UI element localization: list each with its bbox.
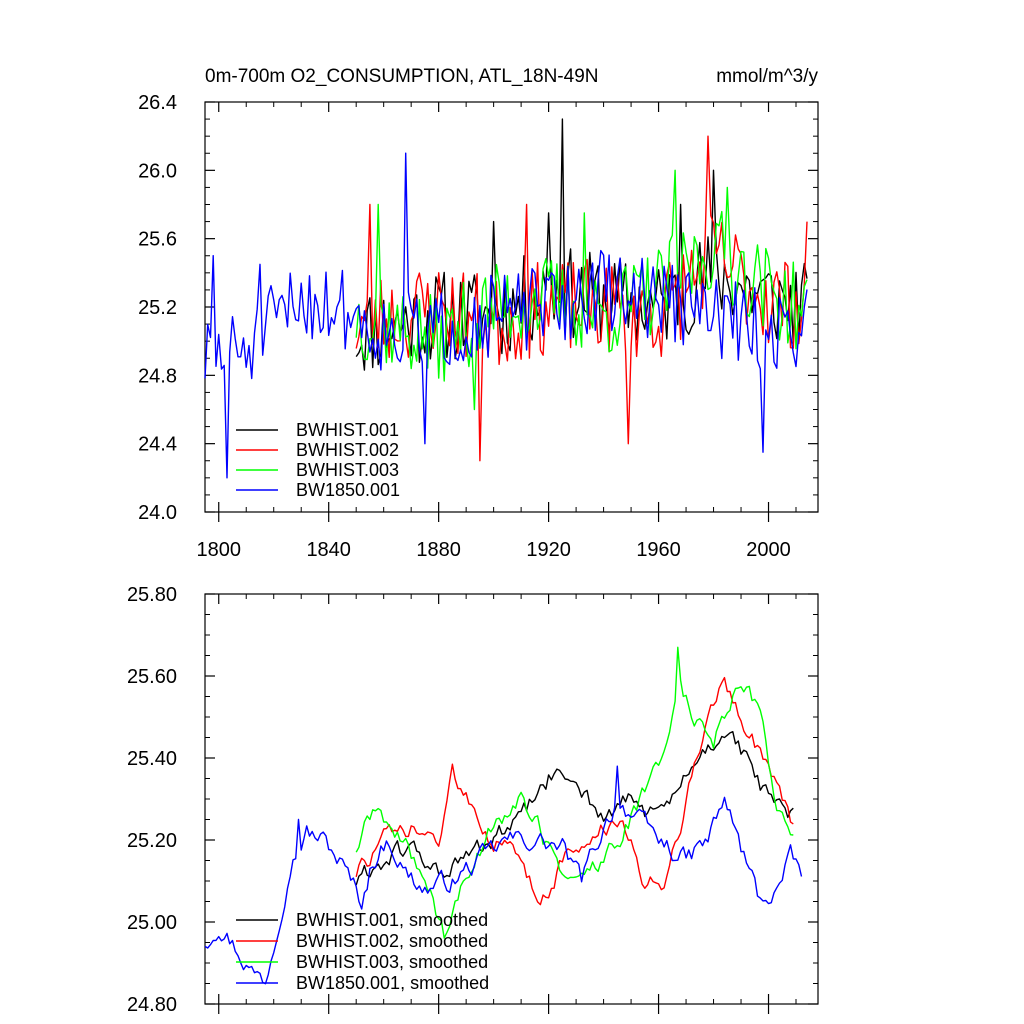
- series-line-bwhist-001-smoothed: [355, 731, 794, 886]
- axis-ticks: 1800 1840 1880 1920 1960 2000 24.0 24.4 24.8 25.2…: [138, 92, 818, 561]
- axis-ticks: 24.80 25.00 25.20 25.40 25.60 25.80: [127, 584, 818, 1016]
- y-tick-label: 25.00: [127, 912, 177, 934]
- x-tick-label: 1880: [416, 539, 461, 561]
- x-tick-label: 2000: [746, 539, 791, 561]
- series-line-bwhist-003: [355, 169, 808, 411]
- legend-label-bwhist-003: BWHIST.003: [296, 460, 399, 480]
- series-layer: [204, 646, 803, 985]
- series-line-bw1850-001: [204, 152, 808, 479]
- legend-label-bwhist-002: BWHIST.002: [296, 440, 399, 460]
- y-tick-label: 25.20: [127, 830, 177, 852]
- series-line-bwhist-001: [355, 118, 808, 371]
- chart-title: 0m-700m O2_CONSUMPTION, ATL_18N-49N: [205, 66, 599, 87]
- chart-units: mmol/m^3/y: [716, 66, 818, 87]
- series-line-bw1850-001-smoothed: [204, 765, 803, 985]
- legend-label-bwhist-003-smoothed: BWHIST.003, smoothed: [296, 952, 488, 972]
- y-tick-label: 25.6: [138, 229, 177, 251]
- y-tick-label: 25.80: [127, 584, 177, 606]
- y-tick-label: 24.4: [138, 434, 177, 456]
- y-tick-label: 24.0: [138, 502, 177, 524]
- y-tick-label: 25.2: [138, 297, 177, 319]
- legend-label-bwhist-002-smoothed: BWHIST.002, smoothed: [296, 931, 488, 951]
- y-tick-label: 24.8: [138, 365, 177, 387]
- legend-label-bwhist-001-smoothed: BWHIST.001, smoothed: [296, 910, 488, 930]
- legend: BWHIST.001 BWHIST.002 BWHIST.003 BW1850.…: [236, 420, 400, 500]
- y-tick-label: 26.4: [138, 92, 177, 114]
- x-tick-label: 1920: [526, 539, 571, 561]
- y-tick-label: 25.40: [127, 748, 177, 770]
- chart-panel-top: 0m-700m O2_CONSUMPTION, ATL_18N-49N mmol…: [138, 66, 819, 561]
- legend-label-bw1850-001-smoothed: BW1850.001, smoothed: [296, 973, 489, 993]
- series-layer: [204, 118, 808, 479]
- y-tick-label: 24.80: [127, 994, 177, 1016]
- legend-label-bwhist-001: BWHIST.001: [296, 420, 399, 440]
- y-tick-label: 25.60: [127, 666, 177, 688]
- legend-label-bw1850-001: BW1850.001: [296, 480, 400, 500]
- x-tick-label: 1960: [636, 539, 681, 561]
- chart-panel-bottom: 24.80 25.00 25.20 25.40 25.60 25.80 BWHIST.00…: [127, 584, 819, 1016]
- x-tick-label: 1840: [306, 539, 351, 561]
- x-tick-label: 1800: [196, 539, 241, 561]
- legend: BWHIST.001, smoothed BWHIST.002, smoothe…: [236, 910, 489, 993]
- y-tick-label: 26.0: [138, 160, 177, 182]
- series-line-bwhist-002-smoothed: [355, 676, 794, 906]
